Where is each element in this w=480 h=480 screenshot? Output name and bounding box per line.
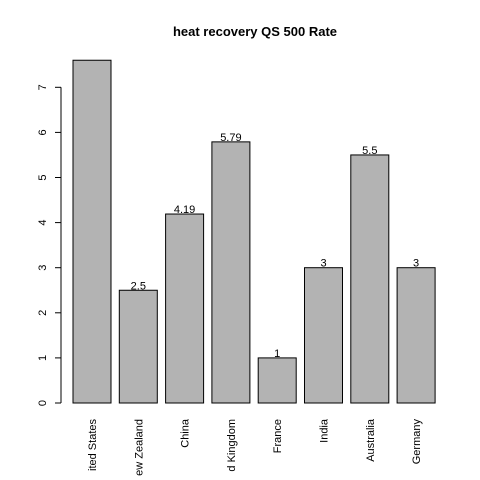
category-labels-group: ited States ew Zealand China d Kingdom Franc… (87, 418, 423, 476)
bar (257, 357, 297, 404)
bar (396, 267, 436, 404)
y-tick-label: 2 (37, 310, 49, 316)
category-label: ited States (87, 419, 99, 471)
y-tick-label: 6 (37, 129, 49, 135)
category-label: Australia (365, 418, 377, 462)
y-tick-label: 4 (37, 220, 49, 226)
data-label: 3 (320, 258, 326, 270)
data-label: 1 (274, 348, 280, 360)
bar (72, 59, 112, 404)
category-label: d Kingdom (226, 419, 238, 472)
category-label: China (180, 418, 192, 448)
y-tick-label: 5 (37, 174, 49, 180)
category-label: ew Zealand (133, 419, 145, 476)
data-label: 5.5 (362, 145, 377, 157)
bar (350, 154, 390, 404)
data-label: 5.79 (220, 132, 241, 144)
bar (304, 267, 343, 404)
category-label: India (319, 418, 331, 443)
bar (118, 289, 158, 404)
data-label: 2.5 (131, 280, 146, 292)
data-label: 4.19 (174, 204, 195, 216)
bar (211, 141, 251, 404)
y-tick-label: 3 (37, 265, 49, 271)
bar (165, 213, 205, 404)
bars-group (72, 59, 436, 404)
y-tick-label: 1 (37, 355, 49, 361)
y-axis: 0 1 2 3 4 5 6 7 (37, 84, 62, 406)
data-labels-group: 2.5 4.19 5.79 1 3 5.5 3 (131, 132, 420, 360)
category-label: Germany (411, 419, 423, 465)
y-tick-label: 7 (37, 84, 49, 90)
category-label: France (272, 419, 284, 453)
data-label: 3 (413, 258, 419, 270)
y-tick-label: 0 (37, 400, 49, 406)
chart-title: heat recovery QS 500 Rate (173, 24, 337, 39)
